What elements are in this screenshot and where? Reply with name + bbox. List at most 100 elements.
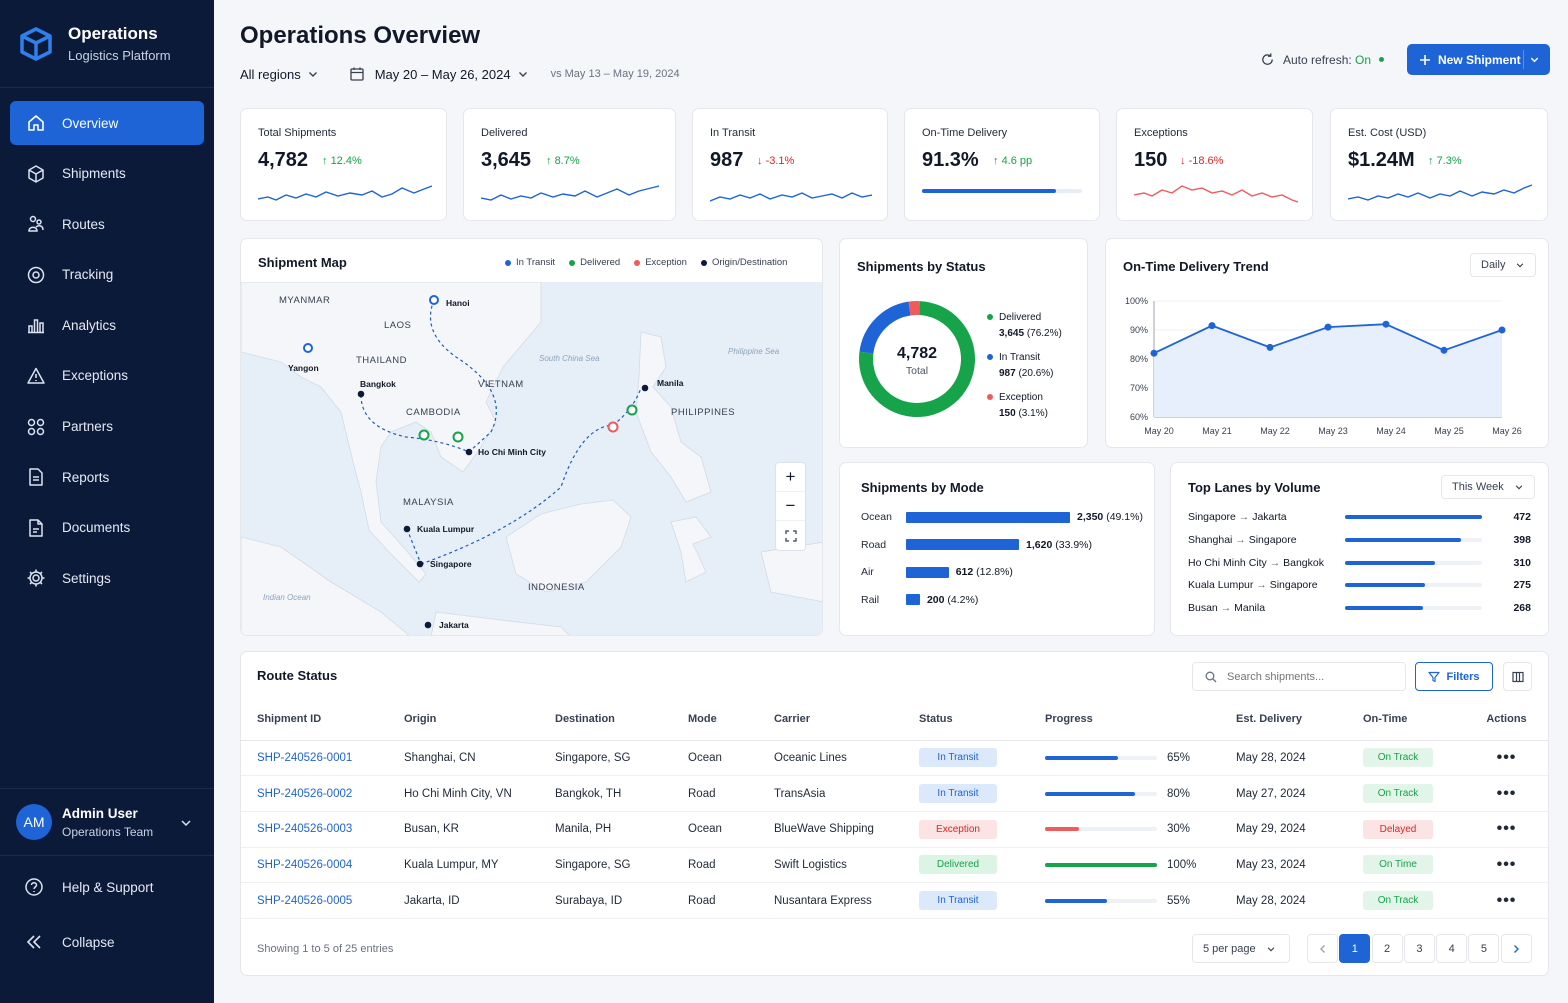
- more-actions-icon[interactable]: •••: [1496, 748, 1517, 766]
- lane-label: Busan → Manila: [1188, 602, 1266, 615]
- lane-bar: [1345, 606, 1423, 611]
- search-input-wrapper[interactable]: [1192, 662, 1406, 691]
- column-header[interactable]: Status: [903, 698, 1029, 741]
- column-header[interactable]: Mode: [672, 698, 758, 741]
- sidebar-item-reports[interactable]: Reports: [10, 455, 204, 499]
- kpi-label: Exceptions: [1134, 127, 1188, 139]
- map-label: MALAYSIA: [403, 497, 454, 508]
- column-header[interactable]: On-Time: [1347, 698, 1465, 741]
- page-button-1[interactable]: 1: [1339, 934, 1371, 963]
- more-actions-icon[interactable]: •••: [1496, 820, 1517, 838]
- chevron-down-icon[interactable]: [1529, 54, 1540, 65]
- shipment-id-link[interactable]: SHP-240526-0005: [257, 894, 353, 907]
- shipment-id-link[interactable]: SHP-240526-0003: [257, 823, 353, 836]
- sidebar-item-analytics[interactable]: Analytics: [10, 303, 204, 347]
- collapse-button[interactable]: Collapse: [24, 932, 115, 952]
- column-header[interactable]: Carrier: [758, 698, 903, 741]
- map-canvas[interactable]: MYANMAR LAOS THAILAND VIETNAM CAMBODIA P…: [241, 282, 823, 636]
- y-tick-label: 100%: [1125, 296, 1148, 306]
- help-icon: [25, 878, 43, 896]
- table-row[interactable]: SHP-240526-0005 Jakarta, ID Surabaya, ID Ro…: [241, 882, 1548, 919]
- map-label: Hanoi: [446, 298, 470, 308]
- per-page-select[interactable]: 5 per page: [1192, 934, 1290, 963]
- column-header[interactable]: Est. Delivery: [1220, 698, 1347, 741]
- mode-bar: [906, 539, 1020, 550]
- search-input[interactable]: [1227, 670, 1397, 683]
- column-header[interactable]: Origin: [388, 698, 539, 741]
- column-header[interactable]: Shipment ID: [241, 698, 388, 741]
- map-label: South China Sea: [539, 354, 600, 363]
- page-button-2[interactable]: 2: [1371, 934, 1403, 963]
- shipment-id-link[interactable]: SHP-240526-0001: [257, 751, 353, 764]
- sidebar-item-routes[interactable]: Routes: [10, 202, 204, 246]
- sidebar-item-partners[interactable]: Partners: [10, 405, 204, 449]
- more-actions-icon[interactable]: •••: [1496, 891, 1517, 909]
- home-icon: [28, 115, 44, 131]
- region-select[interactable]: All regions: [240, 67, 319, 82]
- more-actions-icon[interactable]: •••: [1496, 855, 1517, 873]
- route-kl-singapore: [406, 528, 422, 565]
- page-button-4[interactable]: 4: [1436, 934, 1468, 963]
- column-header[interactable]: Progress: [1029, 698, 1220, 741]
- destination-cell: Singapore, SG: [539, 847, 672, 884]
- map-label: Yangon: [288, 363, 319, 373]
- lane-bar-track: [1345, 583, 1482, 588]
- column-settings-button[interactable]: [1503, 662, 1532, 691]
- chevron-down-icon: [308, 72, 317, 77]
- on-time-badge: Delayed: [1363, 819, 1433, 839]
- page-button-3[interactable]: 3: [1403, 934, 1435, 963]
- sidebar-item-overview[interactable]: Overview: [10, 101, 204, 145]
- user-menu[interactable]: AM Admin User Operations Team: [0, 788, 214, 856]
- auto-refresh-toggle[interactable]: Auto refresh: On: [1260, 52, 1385, 67]
- x-tick-label: May 22: [1260, 426, 1290, 436]
- kpi-delta: ↑ 7.3%: [1428, 155, 1462, 167]
- chevron-down-icon: [1515, 485, 1523, 490]
- fullscreen-button[interactable]: [776, 521, 805, 550]
- shipment-id-link[interactable]: SHP-240526-0002: [257, 787, 353, 800]
- new-shipment-button[interactable]: New Shipment: [1407, 44, 1550, 75]
- map-label: THAILAND: [356, 355, 407, 366]
- map-label: PHILIPPINES: [671, 407, 735, 418]
- map-label: LAOS: [384, 320, 411, 331]
- next-page-button[interactable]: [1500, 934, 1532, 963]
- shipment-id-link[interactable]: SHP-240526-0004: [257, 858, 353, 871]
- sidebar-item-documents[interactable]: Documents: [10, 506, 204, 550]
- more-actions-icon[interactable]: •••: [1496, 784, 1517, 802]
- status-legend-in-transit: In Transit 987 (20.6%): [987, 350, 1062, 382]
- prev-page-button[interactable]: [1307, 934, 1338, 963]
- filters-button[interactable]: Filters: [1415, 662, 1493, 691]
- help-support-link[interactable]: Help & Support: [24, 877, 154, 897]
- progress-fill: [1045, 755, 1118, 760]
- sidebar-item-shipments[interactable]: Shipments: [10, 152, 204, 196]
- zoom-out-button[interactable]: −: [776, 492, 805, 521]
- logo-cube-icon: [20, 26, 52, 61]
- region-value: All regions: [240, 66, 301, 82]
- kpi-label: Total Shipments: [258, 127, 337, 139]
- sidebar-item-settings[interactable]: Settings: [10, 556, 204, 600]
- table-row[interactable]: SHP-240526-0003 Busan, KR Manila, PH Ocean B…: [241, 811, 1548, 848]
- table-row[interactable]: SHP-240526-0004 Kuala Lumpur, MY Singapore…: [241, 847, 1548, 884]
- kpi-card-exceptions: Exceptions 150 ↓ -18.6%: [1116, 108, 1313, 221]
- mode-title: Shipments by Mode: [861, 480, 984, 495]
- partners-icon: [27, 418, 45, 435]
- kpi-value: 987: [710, 149, 744, 171]
- status-legend: Delivered 3,645 (76.2%) In Transit 987 (20…: [987, 310, 1062, 422]
- trend-period-select[interactable]: Daily: [1470, 253, 1537, 277]
- chevron-down-icon: [518, 72, 527, 77]
- table-row[interactable]: SHP-240526-0002 Ho Chi Minh City, VN Bangk…: [241, 775, 1548, 812]
- table-row[interactable]: SHP-240526-0001 Shanghai, CN Singapore, SG…: [241, 740, 1548, 777]
- column-header[interactable]: Actions: [1465, 698, 1548, 741]
- date-range-picker[interactable]: May 20 – May 26, 2024: [349, 66, 529, 82]
- page-button-5[interactable]: 5: [1468, 934, 1500, 963]
- kpi-value: 4,782: [258, 149, 309, 171]
- column-header[interactable]: Destination: [539, 698, 672, 741]
- sidebar-item-exceptions[interactable]: Exceptions: [10, 354, 204, 398]
- zoom-in-button[interactable]: +: [776, 463, 805, 492]
- sidebar-item-tracking[interactable]: Tracking: [10, 253, 204, 297]
- map-marker-delivered: [452, 431, 464, 443]
- lanes-period-select[interactable]: This Week: [1441, 475, 1535, 499]
- map-marker-origin: [424, 621, 432, 629]
- mode-cell: Road: [672, 775, 758, 812]
- eta-cell: May 23, 2024: [1220, 847, 1347, 884]
- mode-bar: [906, 511, 1070, 523]
